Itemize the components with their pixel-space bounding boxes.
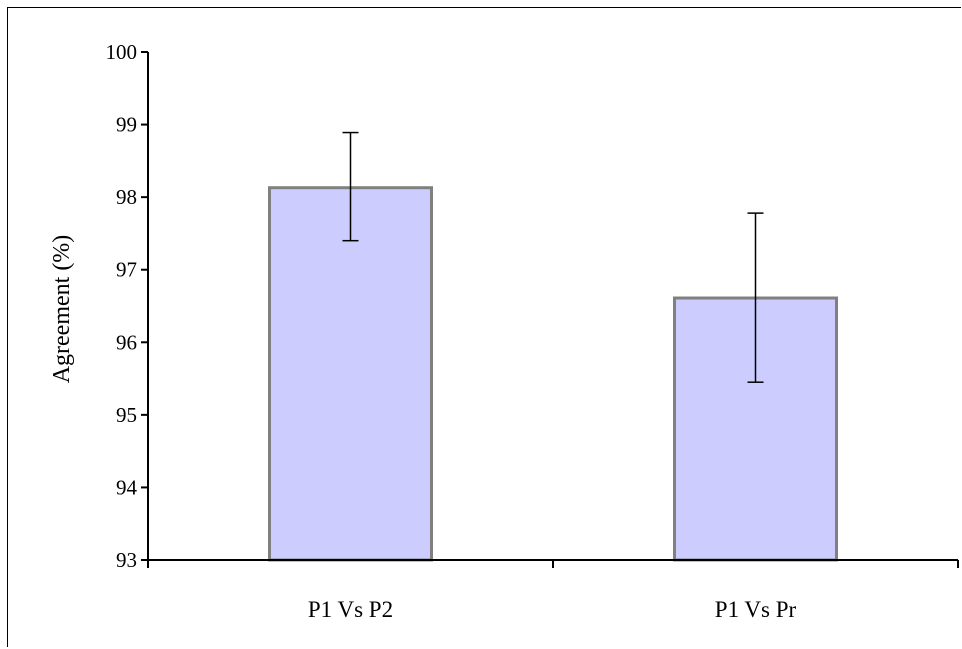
bars-layer bbox=[268, 186, 838, 562]
labels-layer: P1 Vs P2 P1 Vs Pr 93 94 95 96 97 98 99 100 bbox=[106, 40, 797, 622]
x-tick-label-2: P1 Vs Pr bbox=[715, 597, 797, 622]
error-bars-layer bbox=[342, 131, 764, 383]
x-tick-label-1: P1 Vs P2 bbox=[308, 597, 393, 622]
y-tick-label-94: 94 bbox=[116, 475, 138, 499]
y-tick-label-100: 100 bbox=[106, 40, 138, 64]
y-tick-label-93: 93 bbox=[116, 548, 137, 572]
y-axis-title: Agreement (%) bbox=[49, 235, 75, 384]
y-tick-label-95: 95 bbox=[116, 403, 137, 427]
y-tick-label-96: 96 bbox=[116, 330, 137, 354]
axes-layer bbox=[141, 51, 959, 568]
bar-1 bbox=[268, 186, 433, 562]
y-tick-label-97: 97 bbox=[116, 258, 137, 282]
y-tick-label-98: 98 bbox=[116, 185, 137, 209]
y-tick-label-99: 99 bbox=[116, 113, 137, 137]
